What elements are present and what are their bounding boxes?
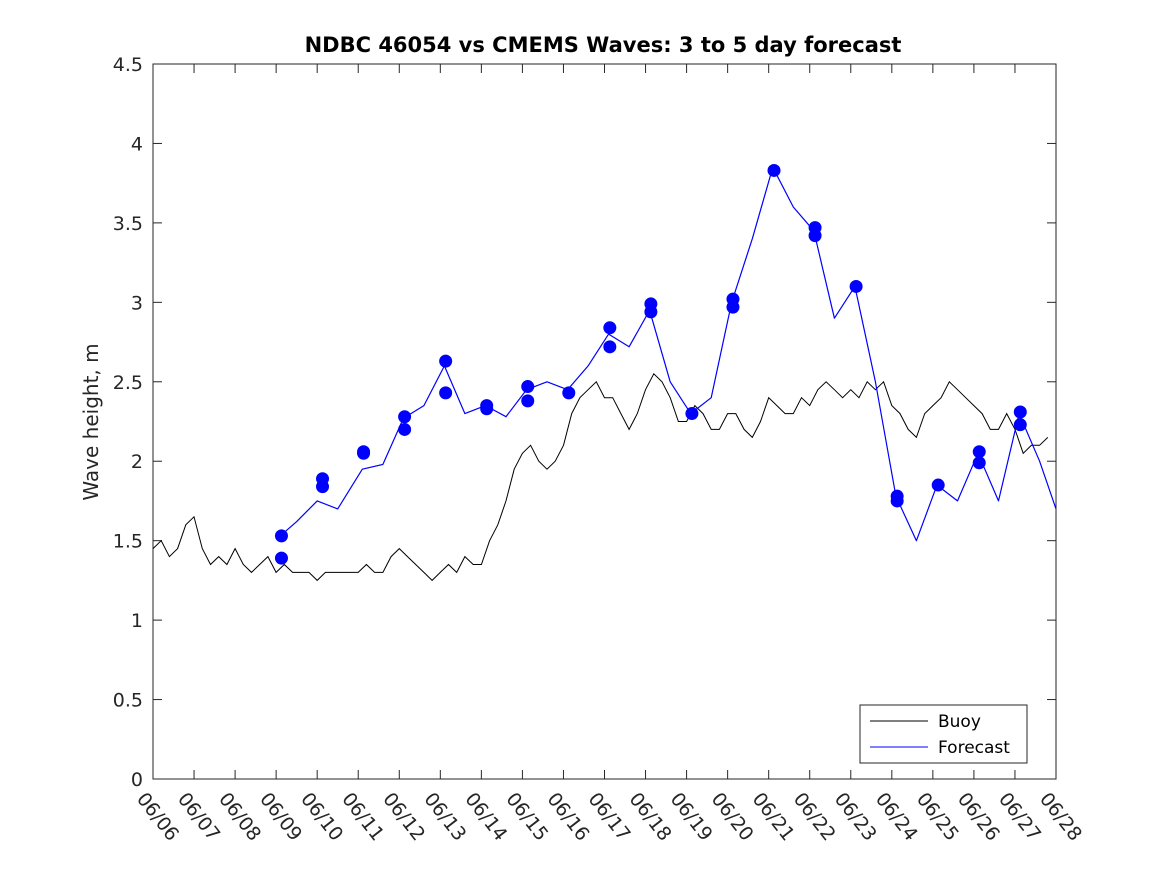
forecast-marker: [1013, 405, 1027, 419]
forecast-marker: [603, 340, 617, 354]
forecast-marker: [972, 456, 986, 470]
forecast-marker: [603, 321, 617, 335]
forecast-marker: [849, 279, 863, 293]
legend-box: [859, 704, 1028, 764]
series-line-buoy: [152, 372, 1049, 582]
forecast-marker: [685, 407, 699, 421]
legend: Buoy Forecast: [859, 704, 1028, 764]
forecast-marker: [439, 386, 453, 400]
y-tick-label: 1.5: [113, 531, 143, 553]
forecast-marker: [521, 380, 535, 394]
forecast-marker: [316, 480, 330, 494]
forecast-marker: [274, 529, 288, 543]
forecast-marker: [521, 394, 535, 408]
y-tick-label: 3.5: [113, 213, 143, 235]
forecast-marker: [1013, 418, 1027, 432]
forecast-marker: [767, 163, 781, 177]
forecast-marker: [439, 354, 453, 368]
forecast-marker: [644, 305, 658, 319]
forecast-marker: [274, 551, 288, 565]
forecast-marker: [480, 402, 494, 416]
forecast-marker: [972, 445, 986, 459]
forecast-marker: [726, 300, 740, 314]
y-tick-label: 4: [131, 133, 143, 155]
forecast-marker: [808, 229, 822, 243]
forecast-marker: [562, 386, 576, 400]
y-tick-label: 2: [131, 451, 143, 473]
legend-label-forecast: Forecast: [938, 738, 1010, 758]
y-tick-label: 0: [131, 769, 143, 791]
y-tick-label: 1: [131, 610, 143, 632]
y-tick-label: 3: [131, 292, 143, 314]
y-tick-label: 0.5: [113, 690, 143, 712]
forecast-marker: [890, 494, 904, 508]
forecast-marker: [357, 446, 371, 460]
chart-title: NDBC 46054 vs CMEMS Waves: 3 to 5 day fo…: [305, 33, 902, 57]
forecast-marker: [398, 422, 412, 436]
legend-label-buoy: Buoy: [938, 712, 981, 732]
forecast-marker: [931, 478, 945, 492]
y-tick-label: 2.5: [113, 372, 143, 394]
y-axis-label: Wave height, m: [79, 343, 103, 500]
y-tick-label: 4.5: [113, 54, 143, 76]
forecast-marker: [398, 410, 412, 424]
